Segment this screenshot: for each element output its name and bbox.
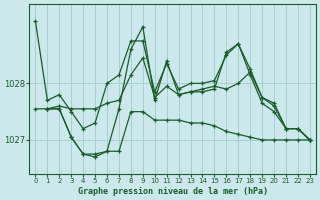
X-axis label: Graphe pression niveau de la mer (hPa): Graphe pression niveau de la mer (hPa) (78, 187, 268, 196)
